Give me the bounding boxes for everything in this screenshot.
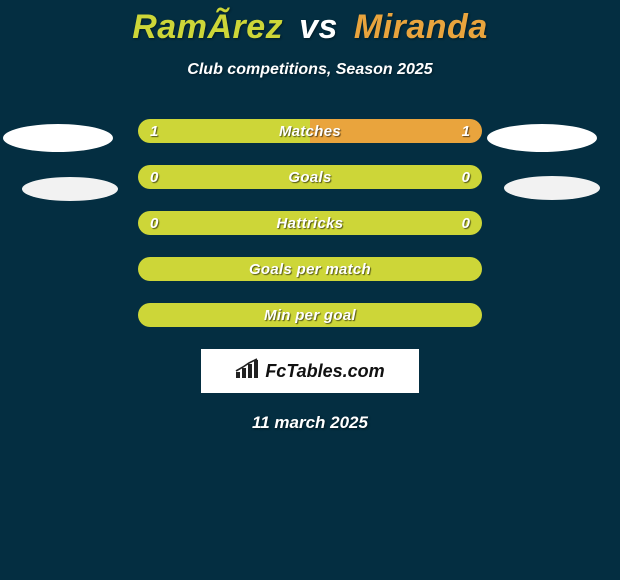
marker-ellipse xyxy=(22,177,118,201)
stat-row: 0 Goals 0 xyxy=(138,165,482,189)
player1-name: RamÃrez xyxy=(132,8,283,46)
stat-row: Goals per match xyxy=(138,257,482,281)
stat-value-right: 1 xyxy=(462,123,470,140)
vs-text: vs xyxy=(293,8,344,46)
bars-icon xyxy=(235,358,261,385)
stat-label: Min per goal xyxy=(264,307,356,324)
stat-row: 1 Matches 1 xyxy=(138,119,482,143)
subtitle: Club competitions, Season 2025 xyxy=(0,61,620,79)
marker-ellipse xyxy=(487,124,597,152)
date-text: 11 march 2025 xyxy=(0,413,620,433)
stat-label: Goals xyxy=(288,169,331,186)
stat-value-right: 0 xyxy=(462,169,470,186)
stat-label: Hattricks xyxy=(277,215,344,232)
stat-value-right: 0 xyxy=(462,215,470,232)
player2-name: Miranda xyxy=(354,8,488,46)
stat-value-left: 0 xyxy=(150,169,158,186)
stat-row: Min per goal xyxy=(138,303,482,327)
stat-label: Goals per match xyxy=(249,261,371,278)
source-logo: FcTables.com xyxy=(201,349,419,393)
stat-rows: 1 Matches 1 0 Goals 0 0 Hattricks 0 Goals per mat… xyxy=(138,119,482,327)
logo-text: FcTables.com xyxy=(265,361,384,382)
marker-ellipse xyxy=(3,124,113,152)
marker-ellipse xyxy=(504,176,600,200)
stat-value-left: 1 xyxy=(150,123,158,140)
stat-row: 0 Hattricks 0 xyxy=(138,211,482,235)
comparison-title: RamÃrez vs Miranda xyxy=(0,0,620,47)
stat-value-left: 0 xyxy=(150,215,158,232)
stat-label: Matches xyxy=(279,123,341,140)
